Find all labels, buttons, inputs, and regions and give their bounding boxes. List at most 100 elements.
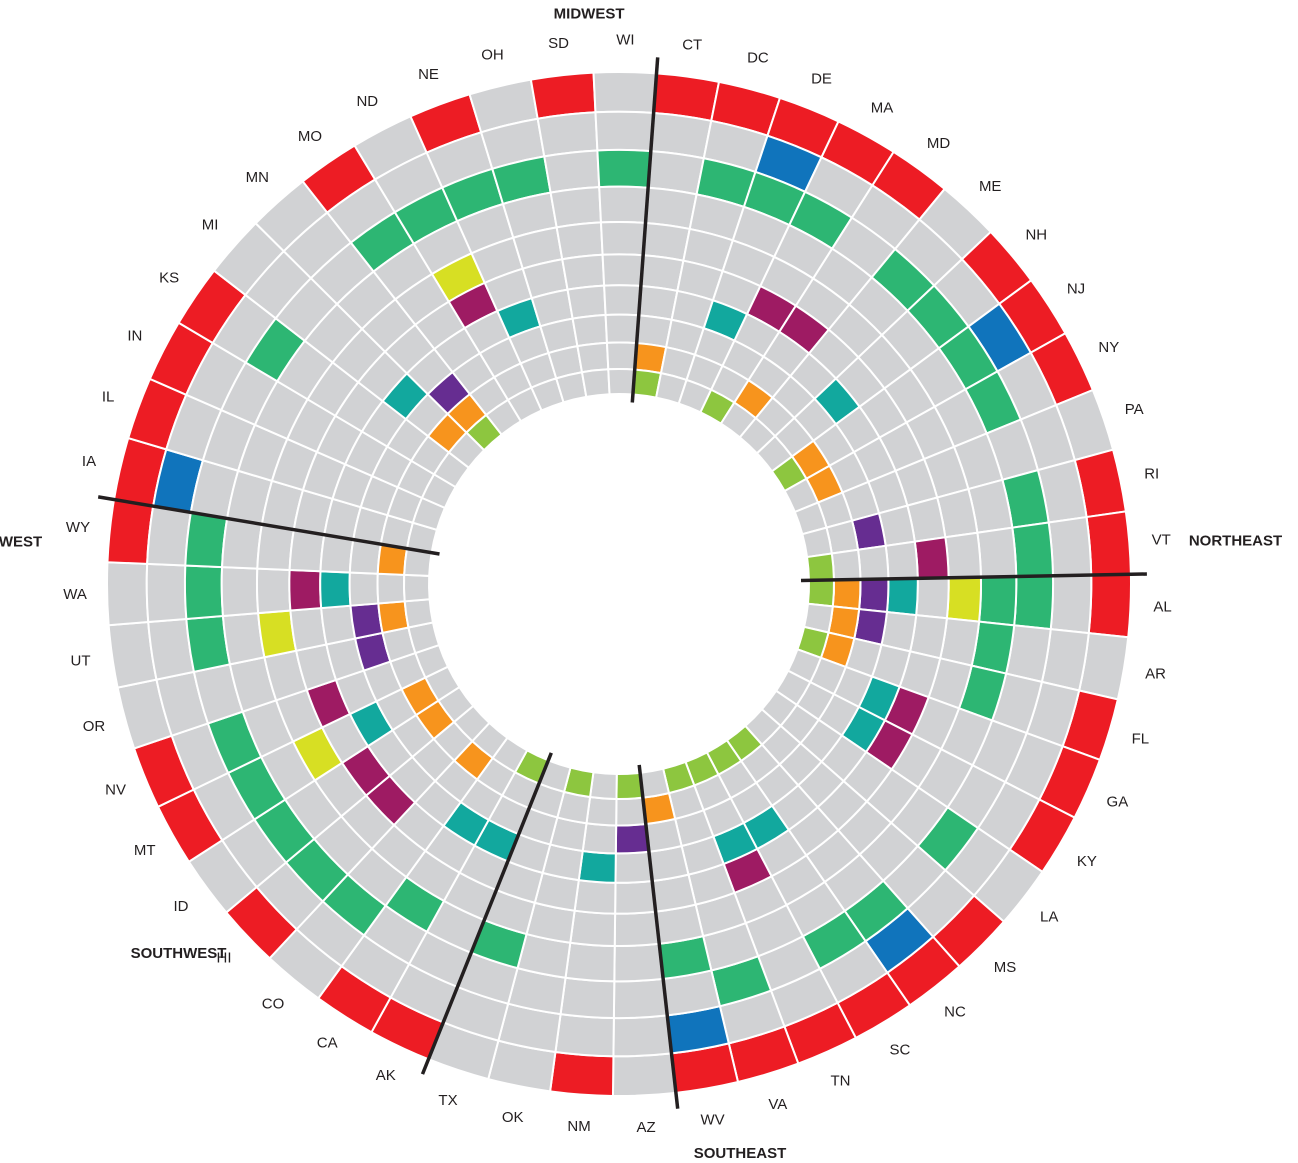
divider-before-midwest bbox=[97, 495, 440, 556]
state-label-ok: OK bbox=[502, 1109, 524, 1126]
cell-al-ring-8 bbox=[858, 577, 890, 614]
state-label-nc: NC bbox=[944, 1003, 966, 1020]
cell-vt-ring-4 bbox=[976, 526, 1018, 579]
state-label-ca: CA bbox=[317, 1035, 338, 1052]
cell-wy-ring-6 bbox=[288, 528, 326, 573]
state-label-la: LA bbox=[1040, 908, 1058, 925]
cell-vt-ring-10 bbox=[805, 552, 835, 582]
region-label-midwest: MIDWEST bbox=[554, 5, 625, 22]
state-label-ia: IA bbox=[82, 453, 96, 470]
state-label-il: IL bbox=[102, 389, 115, 406]
cell-wa-ring-6 bbox=[288, 568, 323, 612]
cell-vt-ring-7 bbox=[884, 540, 919, 580]
state-label-mo: MO bbox=[298, 128, 322, 145]
cell-sd-ring-8 bbox=[571, 313, 609, 348]
state-label-ct: CT bbox=[682, 37, 702, 54]
cell-vt-ring-1 bbox=[1085, 510, 1132, 577]
state-label-sc: SC bbox=[889, 1041, 910, 1058]
cell-wa-ring-9 bbox=[376, 572, 406, 605]
cell-wa-ring-8 bbox=[348, 571, 380, 607]
state-label-wi: WI bbox=[616, 32, 634, 49]
cell-az-ring-3 bbox=[612, 977, 669, 1020]
state-label-ms: MS bbox=[994, 959, 1017, 976]
cell-sd-ring-1 bbox=[529, 71, 597, 120]
state-label-mt: MT bbox=[134, 842, 156, 859]
cell-az-ring-1 bbox=[611, 1052, 678, 1097]
state-label-mn: MN bbox=[246, 169, 269, 186]
divider-before-southwest bbox=[637, 764, 680, 1109]
cell-wi-ring-5 bbox=[599, 220, 647, 257]
state-label-mi: MI bbox=[202, 217, 219, 234]
cell-nm-ring-9 bbox=[585, 795, 618, 827]
cell-ct-ring-7 bbox=[637, 284, 679, 321]
state-label-fl: FL bbox=[1132, 731, 1150, 748]
cell-wi-ring-10 bbox=[607, 368, 636, 396]
state-label-nj: NJ bbox=[1067, 280, 1085, 297]
state-label-tx: TX bbox=[438, 1092, 457, 1109]
state-label-nh: NH bbox=[1025, 227, 1047, 244]
cell-az-ring-4 bbox=[613, 942, 665, 983]
cell-al-ring-5 bbox=[945, 576, 982, 623]
state-label-ma: MA bbox=[871, 99, 894, 116]
state-label-dc: DC bbox=[747, 50, 769, 67]
cell-al-ring-3 bbox=[1013, 574, 1055, 631]
cell-wy-ring-3 bbox=[184, 511, 229, 569]
cell-wi-ring-3 bbox=[596, 148, 652, 189]
cell-wi-ring-9 bbox=[605, 341, 638, 371]
state-label-az: AZ bbox=[637, 1119, 656, 1136]
region-label-west: WEST bbox=[0, 534, 42, 551]
state-label-ri: RI bbox=[1144, 465, 1159, 482]
divider-before-southeast bbox=[800, 572, 1147, 583]
state-label-nd: ND bbox=[356, 93, 378, 110]
state-label-pa: PA bbox=[1125, 401, 1144, 418]
state-label-ga: GA bbox=[1107, 793, 1129, 810]
cell-al-ring-2 bbox=[1049, 574, 1093, 635]
state-label-ut: UT bbox=[71, 653, 91, 670]
state-label-de: DE bbox=[811, 71, 832, 88]
state-label-wv: WV bbox=[701, 1111, 725, 1128]
state-label-wy: WY bbox=[66, 519, 90, 536]
cell-nm-ring-6 bbox=[573, 878, 617, 915]
cell-wi-ring-1 bbox=[592, 71, 658, 115]
state-label-nv: NV bbox=[105, 782, 126, 799]
cell-sd-ring-7 bbox=[566, 284, 607, 320]
cell-ut-ring-9 bbox=[377, 600, 410, 635]
state-label-va: VA bbox=[768, 1096, 787, 1113]
divider-before-northeast bbox=[630, 57, 660, 403]
cell-wa-ring-2 bbox=[145, 562, 188, 624]
cell-al-ring-9 bbox=[831, 578, 862, 611]
cell-vt-ring-9 bbox=[830, 548, 862, 581]
cell-wi-ring-4 bbox=[598, 185, 650, 225]
cell-nm-ring-1 bbox=[548, 1050, 615, 1097]
state-label-vt: VT bbox=[1152, 532, 1171, 549]
cell-vt-ring-8 bbox=[856, 544, 890, 581]
state-label-ky: KY bbox=[1077, 853, 1097, 870]
state-label-me: ME bbox=[979, 178, 1002, 195]
cell-wv-ring-10 bbox=[639, 767, 671, 799]
state-labels: IA IL IN KS MI MN MO ND NE OH SD WI CT DC DE MA MD ME NH NJ… bbox=[63, 32, 1171, 1136]
divider-before-west bbox=[420, 752, 553, 1075]
cell-wi-ring-6 bbox=[601, 253, 645, 288]
cell-az-ring-6 bbox=[614, 879, 657, 915]
cell-ut-ring-8 bbox=[349, 602, 384, 640]
state-label-oh: OH bbox=[481, 46, 504, 63]
cell-nm-ring-7 bbox=[577, 849, 617, 884]
cell-nm-ring-10 bbox=[588, 771, 618, 800]
cell-wa-ring-5 bbox=[255, 567, 292, 615]
state-label-ar: AR bbox=[1145, 665, 1166, 682]
cell-vt-ring-6 bbox=[913, 536, 950, 580]
region-label-southwest: SOUTHWEST bbox=[131, 945, 227, 962]
state-label-in: IN bbox=[127, 327, 142, 344]
cell-wy-ring-2 bbox=[146, 504, 193, 567]
state-label-wa: WA bbox=[63, 586, 87, 603]
cell-al-ring-10 bbox=[806, 578, 835, 608]
cell-az-ring-9 bbox=[615, 796, 647, 827]
cell-az-ring-2 bbox=[612, 1014, 673, 1058]
cell-sd-ring-2 bbox=[536, 111, 599, 158]
cell-wa-ring-3 bbox=[183, 564, 225, 621]
cell-az-ring-8 bbox=[614, 822, 651, 855]
cell-vt-ring-3 bbox=[1011, 521, 1055, 578]
cell-sd-ring-9 bbox=[576, 341, 610, 374]
region-labels: MIDWEST NORTHEAST SOUTHEAST SOUTHWEST WEST bbox=[0, 5, 1282, 1162]
state-label-ak: AK bbox=[376, 1067, 396, 1084]
